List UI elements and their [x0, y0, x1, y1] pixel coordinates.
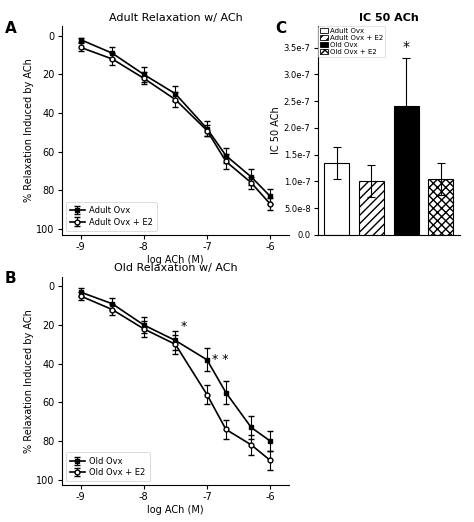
- Title: Adult Relaxation w/ ACh: Adult Relaxation w/ ACh: [109, 13, 242, 22]
- Y-axis label: % Relaxation Induced by ACh: % Relaxation Induced by ACh: [24, 309, 34, 453]
- Legend: Adult Ovx, Adult Ovx + E2, Old Ovx, Old Ovx + E2: Adult Ovx, Adult Ovx + E2, Old Ovx, Old …: [318, 26, 385, 57]
- Text: B: B: [5, 271, 17, 287]
- X-axis label: log ACh (M): log ACh (M): [147, 255, 204, 265]
- Title: IC 50 ACh: IC 50 ACh: [359, 13, 419, 22]
- Text: *: *: [402, 40, 410, 54]
- Bar: [393, 106, 419, 235]
- X-axis label: log ACh (M): log ACh (M): [147, 505, 204, 515]
- Text: *: *: [181, 320, 187, 333]
- Text: * *: * *: [212, 352, 228, 365]
- Bar: [428, 179, 453, 235]
- Y-axis label: % Relaxation Induced by ACh: % Relaxation Induced by ACh: [24, 58, 34, 203]
- Text: A: A: [5, 21, 17, 36]
- Bar: [324, 163, 349, 235]
- Title: Old Relaxation w/ ACh: Old Relaxation w/ ACh: [114, 263, 237, 273]
- Bar: [359, 181, 384, 235]
- Text: C: C: [275, 21, 286, 36]
- Legend: Old Ovx, Old Ovx + E2: Old Ovx, Old Ovx + E2: [66, 453, 149, 481]
- Legend: Adult Ovx, Adult Ovx + E2: Adult Ovx, Adult Ovx + E2: [66, 202, 157, 231]
- Y-axis label: IC 50 ACh: IC 50 ACh: [271, 106, 281, 155]
